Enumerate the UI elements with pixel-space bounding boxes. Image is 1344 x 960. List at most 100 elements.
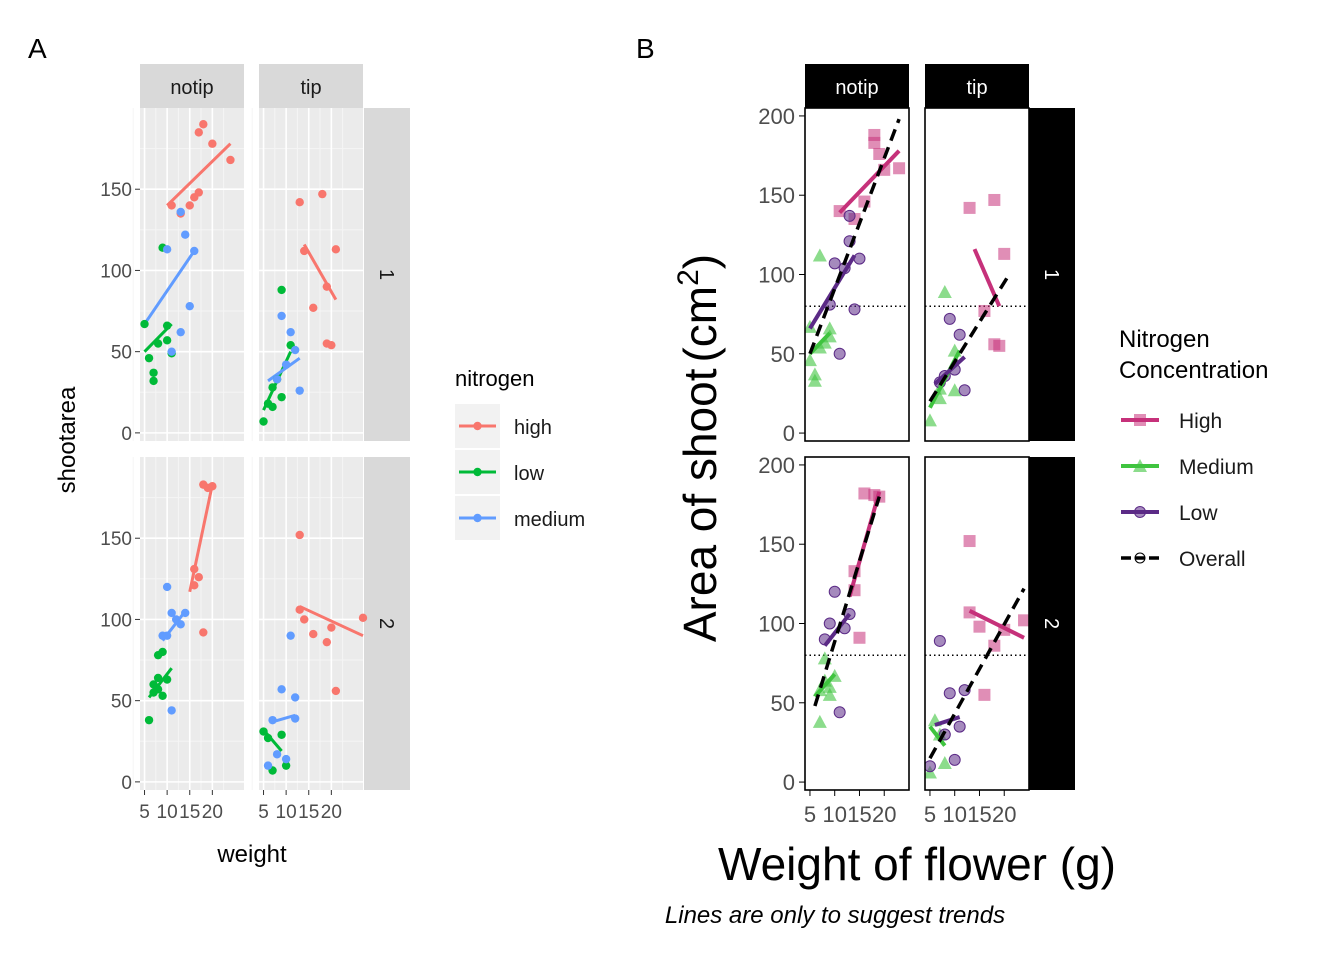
caption-b: Lines are only to suggest trends (665, 902, 1005, 929)
y-tick-label: 200 (758, 104, 795, 129)
data-point-medium (822, 679, 837, 693)
legend-item-medium: medium (455, 496, 585, 540)
legend-item-high: high (455, 404, 552, 448)
trend-line-low (933, 355, 966, 386)
facet-strip-tip (925, 64, 1029, 108)
x-tick-label: 20 (321, 802, 342, 823)
data-point-low (259, 727, 268, 736)
data-point-high (358, 613, 368, 623)
data-point-high (167, 201, 176, 210)
data-point-low (853, 252, 866, 265)
legend-key-marker (1134, 506, 1146, 518)
trend-line-medium (928, 725, 947, 747)
trend-line-high (847, 491, 882, 598)
y-tick-label: 200 (758, 453, 795, 478)
data-point-medium (286, 327, 295, 337)
data-point-low (140, 319, 149, 329)
panel-border (924, 107, 1030, 442)
facet-strip-notip (805, 64, 909, 108)
data-point-low (144, 353, 154, 363)
x-tick-label: 20 (992, 802, 1016, 827)
data-point-medium (176, 327, 185, 337)
panel-content (925, 535, 1029, 779)
data-point-high (973, 620, 986, 633)
trend-line-medium (267, 356, 301, 383)
data-point-low (259, 417, 268, 426)
x-tick-label: 20 (872, 802, 896, 827)
x-tick-label: 10 (822, 802, 846, 827)
y-tick-label: 50 (771, 342, 795, 367)
data-point-low (162, 675, 172, 684)
y-tick-label: 150 (758, 183, 795, 208)
data-point-high (300, 615, 309, 624)
data-point-high (893, 162, 906, 175)
legend-label-low: Low (1179, 502, 1218, 525)
trend-line-low (934, 715, 961, 727)
x-tick-label: 5 (924, 802, 936, 827)
panel-2-tip: 5 10 15 20 (924, 456, 1030, 827)
data-point-high (208, 482, 217, 491)
y-axis-title-b-text: Area of shoot (674, 368, 726, 642)
data-point-medium (290, 714, 300, 723)
data-point-medium (932, 391, 947, 405)
facet-strip-tip (259, 64, 363, 108)
data-point-high (1018, 614, 1029, 627)
data-point-low (153, 339, 163, 348)
x-tick-label: 15 (967, 802, 991, 827)
legend-label-medium: medium (514, 509, 585, 531)
data-point-high (331, 686, 341, 696)
plot-a: A weight shootarea notip tip1205010015005… (28, 33, 585, 868)
y-tick-label: 50 (111, 692, 132, 713)
x-tick-label: 5 (139, 802, 150, 823)
data-point-high (226, 155, 235, 165)
data-point-high (190, 564, 199, 574)
facet-strip-label-notip: notip (835, 77, 878, 99)
data-point-low (958, 384, 971, 397)
data-point-high (327, 340, 336, 350)
data-point-high (295, 198, 304, 207)
data-point-medium (263, 761, 273, 770)
data-point-high (190, 581, 199, 590)
facet-strip-row-2 (1029, 457, 1075, 790)
data-point-high (978, 688, 991, 701)
data-point-high (868, 128, 881, 141)
data-point-high (295, 530, 304, 540)
panel-content (805, 118, 909, 387)
data-point-medium (162, 582, 172, 592)
data-point-low (833, 347, 846, 360)
data-point-high (194, 128, 203, 137)
legend-key-marker (1134, 552, 1146, 564)
data-point-low (933, 634, 946, 647)
data-point-low (943, 687, 956, 700)
data-point-high (988, 193, 1001, 206)
facet-strip-row-2 (364, 457, 410, 790)
x-tick-label: 5 (258, 802, 269, 823)
panel-content (925, 193, 1029, 427)
data-point-low (162, 336, 172, 345)
data-point-high (194, 573, 203, 582)
data-point-medium (290, 693, 300, 702)
data-point-medium (812, 248, 827, 262)
data-point-medium (176, 207, 185, 217)
data-point-low (149, 368, 158, 377)
legend-key-point (473, 467, 482, 477)
data-point-low (277, 730, 286, 739)
data-point-medium (190, 246, 199, 256)
data-point-medium (937, 284, 952, 298)
legend-key-point (473, 421, 482, 431)
facet-strip-label-notip: notip (170, 77, 213, 99)
data-point-medium (925, 413, 937, 427)
y-axis-unit-base: cm (674, 286, 726, 347)
x-tick-label: 10 (276, 802, 297, 823)
y-axis-unit-exponent: 2 (672, 269, 705, 286)
legend-item-overall: Overall (1121, 548, 1246, 571)
trend-line-high (838, 149, 901, 215)
data-point-medium (812, 714, 827, 728)
x-tick-label: 10 (157, 802, 178, 823)
data-point-low (848, 303, 861, 316)
legend-item-medium: Medium (1121, 456, 1254, 479)
data-point-high (873, 147, 886, 160)
